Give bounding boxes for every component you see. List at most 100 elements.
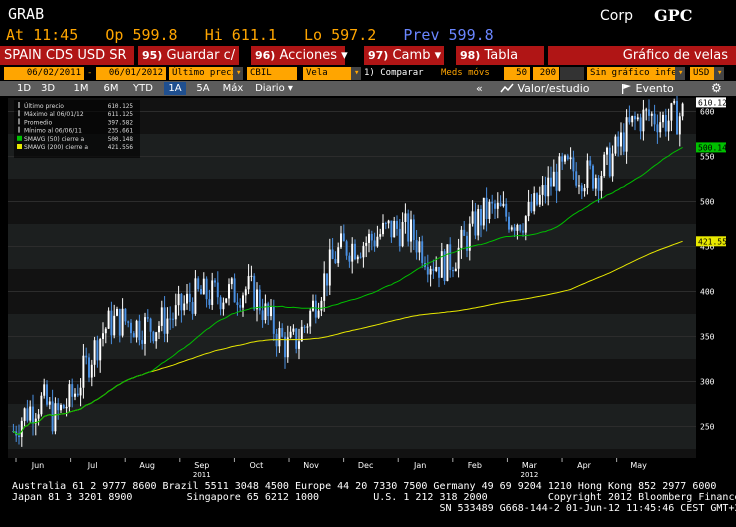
candle-body [468,223,471,251]
candle-body [435,266,438,271]
x-axis-band [0,458,736,480]
footer-line-3: SN 533489 G668-144-2 01-Jun-12 11:45:46 … [12,503,736,514]
legend-value: 610.125 [108,103,134,110]
candle-body [284,336,286,358]
candle-body [608,147,611,177]
security-name: SPAIN CDS USD SR [0,46,134,65]
candle-body [278,328,281,347]
tab-max[interactable]: Máx [222,83,244,94]
candle-body [146,317,149,319]
style-select[interactable]: Vela [303,67,351,80]
y-tick-label: 550 [700,153,715,162]
candle-body [586,160,589,188]
candle-body [306,326,309,328]
footer-line-1: Australia 61 2 9777 8600 Brazil 5511 304… [12,481,717,492]
candle-body [547,177,550,197]
candle-body [662,114,664,123]
candle-body [303,326,306,328]
x-tick-label: Feb [468,461,482,470]
candle-body [48,401,51,405]
candle-body [681,103,684,117]
candle-body [670,103,673,121]
actions-menu-button[interactable]: 96) Acciones ▾ [251,46,348,65]
event-button[interactable]: Evento [620,82,674,95]
ma1-field[interactable]: 50 [504,67,530,80]
tab-1a[interactable]: 1A [164,82,186,95]
change-menu-button[interactable]: 97) Camb ▾ [364,46,444,65]
sma200-last-label: 421.556 [698,237,732,246]
high-label: Hi [204,26,223,44]
tab-ytd[interactable]: YTD [133,83,153,94]
candle-body [387,220,390,224]
source-field[interactable]: CBIL [247,67,297,80]
tab-3d[interactable]: 3D [40,83,56,94]
end-date-field[interactable]: 06/01/2012 [96,67,166,80]
gear-icon[interactable]: ⚙ [711,81,722,95]
candle-body [216,282,219,298]
candle-body [502,203,505,207]
candle-body [432,268,435,271]
candle-body [664,114,667,132]
candle-body [480,209,482,226]
lower-chart-dropdown-icon[interactable]: ▾ [675,67,685,80]
candle-body [516,224,519,231]
currency-select[interactable]: USD [690,67,714,80]
collapse-button[interactable]: « [476,82,483,95]
style-dropdown-icon[interactable]: ▾ [351,67,361,80]
candle-body [639,117,642,132]
price-field-dropdown-icon[interactable]: ▾ [233,67,243,80]
candle-body [93,340,96,365]
candle-body [648,109,650,116]
candle-body [645,109,648,111]
candle-body [527,201,530,217]
currency-dropdown-icon[interactable]: ▾ [714,67,724,80]
candle-body [471,211,474,224]
ma2-field[interactable]: 200 [533,67,559,80]
compare-button[interactable]: 1) Comparar [364,68,424,78]
value-study-button[interactable]: Valor/estudio [500,82,589,95]
tab-6m[interactable]: 6M [103,83,119,94]
y-tick-label: 300 [700,378,715,387]
candle-body [135,320,138,338]
table-button-label: Tabla [484,48,519,63]
x-tick-label: Sep [194,461,209,470]
legend-label: SMAVG (50) cierre a [24,136,85,143]
candle-body [138,320,141,341]
candle-body [505,203,508,217]
x-year-label: 2011 [193,471,211,479]
open-label: Op [105,26,124,44]
candle-body [270,306,272,317]
candle-body [256,289,258,310]
event-label: Evento [635,82,674,95]
save-button[interactable]: 95) Guardar c/ [138,46,239,65]
candle-body [614,136,617,154]
table-button[interactable]: 98) Tabla [456,46,544,65]
x-tick-label: Nov [303,461,319,470]
candle-body [20,420,23,438]
candle-body [200,289,202,295]
candle-body [141,340,144,344]
candle-body [272,306,275,334]
candle-body [541,185,544,195]
y-tick-label: 500 [700,198,715,207]
candle-body [625,117,628,152]
candle-body [482,197,485,226]
candle-body [267,303,270,317]
sma50-last-label: 500.148 [698,143,732,152]
tab-1d[interactable]: 1D [16,83,32,94]
tab-5a[interactable]: 5A [196,83,210,94]
candle-body [323,273,326,301]
price-field-select[interactable]: Último precio [169,67,233,80]
legend-box [14,100,140,158]
tab-1m[interactable]: 1M [73,83,89,94]
candle-body [617,136,620,147]
candle-body [656,124,659,133]
candle-body [186,293,188,304]
candle-body [634,115,636,120]
frequency-select[interactable]: Diario ▾ [255,83,293,94]
candle-body [144,317,146,344]
candle-body [676,100,678,135]
ma-spacer [560,67,584,80]
start-date-field[interactable]: 06/02/2011 [4,67,84,80]
lower-chart-select[interactable]: Sin gráfico inferi [587,67,675,80]
